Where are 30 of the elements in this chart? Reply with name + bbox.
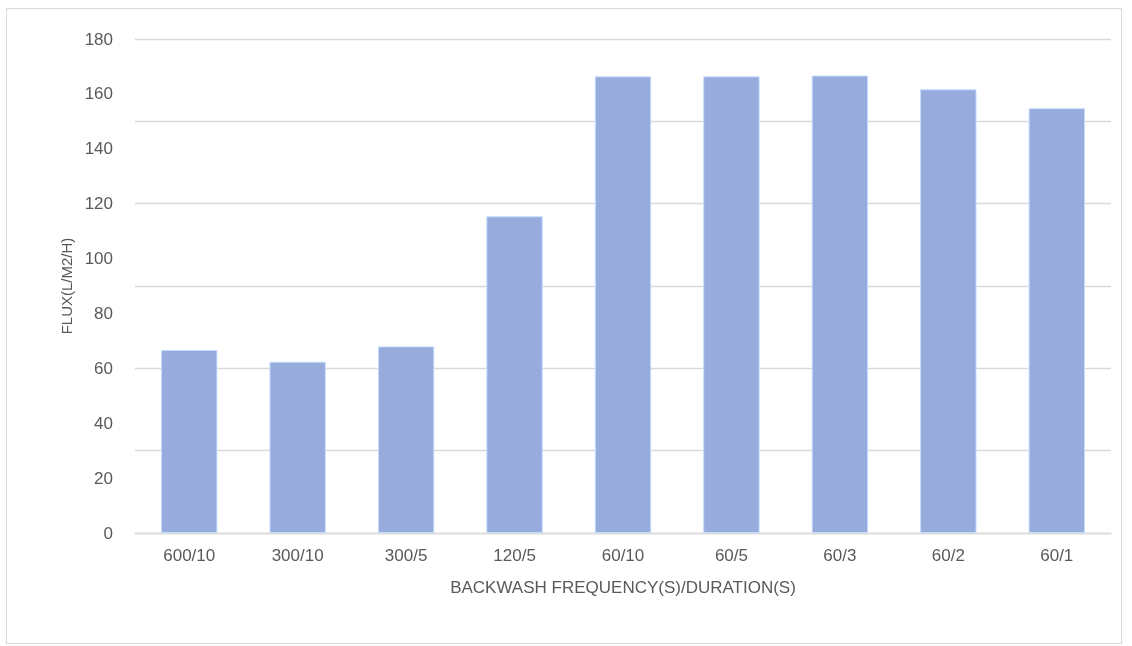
x-tick-label: 60/10: [601, 546, 645, 565]
y-tick-label: 20: [94, 468, 113, 488]
y-tick-label: 180: [84, 29, 113, 49]
bar: [1028, 108, 1085, 533]
y-tick-label: 140: [84, 139, 113, 159]
x-tick-label: 600/10: [163, 546, 216, 565]
x-tick-label: 60/1: [1040, 546, 1074, 565]
bar: [811, 75, 869, 533]
bar: [703, 76, 760, 533]
y-tick-label: 60: [94, 358, 113, 378]
bar: [377, 346, 435, 533]
x-tick-label: 300/5: [384, 546, 428, 565]
bar: [486, 216, 543, 533]
bar: [920, 89, 977, 533]
bar: [594, 76, 652, 533]
y-axis-title: FLUX(L/M2/H): [57, 237, 75, 335]
y-tick-label: 120: [84, 194, 113, 214]
bar: [269, 361, 326, 533]
x-tick-label: 60/5: [714, 546, 748, 565]
y-tick-label: 160: [84, 84, 113, 104]
x-axis-title: BACKWASH FREQUENCY(S)/DURATION(S): [450, 578, 796, 597]
x-tick-label: 60/2: [931, 546, 965, 565]
y-tick-label: 40: [94, 413, 113, 433]
x-tick-label: 120/5: [493, 546, 536, 565]
y-tick-label: 100: [84, 249, 113, 269]
y-tick-label: 80: [94, 303, 113, 323]
x-tick-label: 300/10: [271, 546, 324, 565]
x-tick-label: 60/3: [823, 546, 857, 565]
y-tick-label: 0: [103, 523, 113, 543]
bar: [161, 349, 218, 533]
